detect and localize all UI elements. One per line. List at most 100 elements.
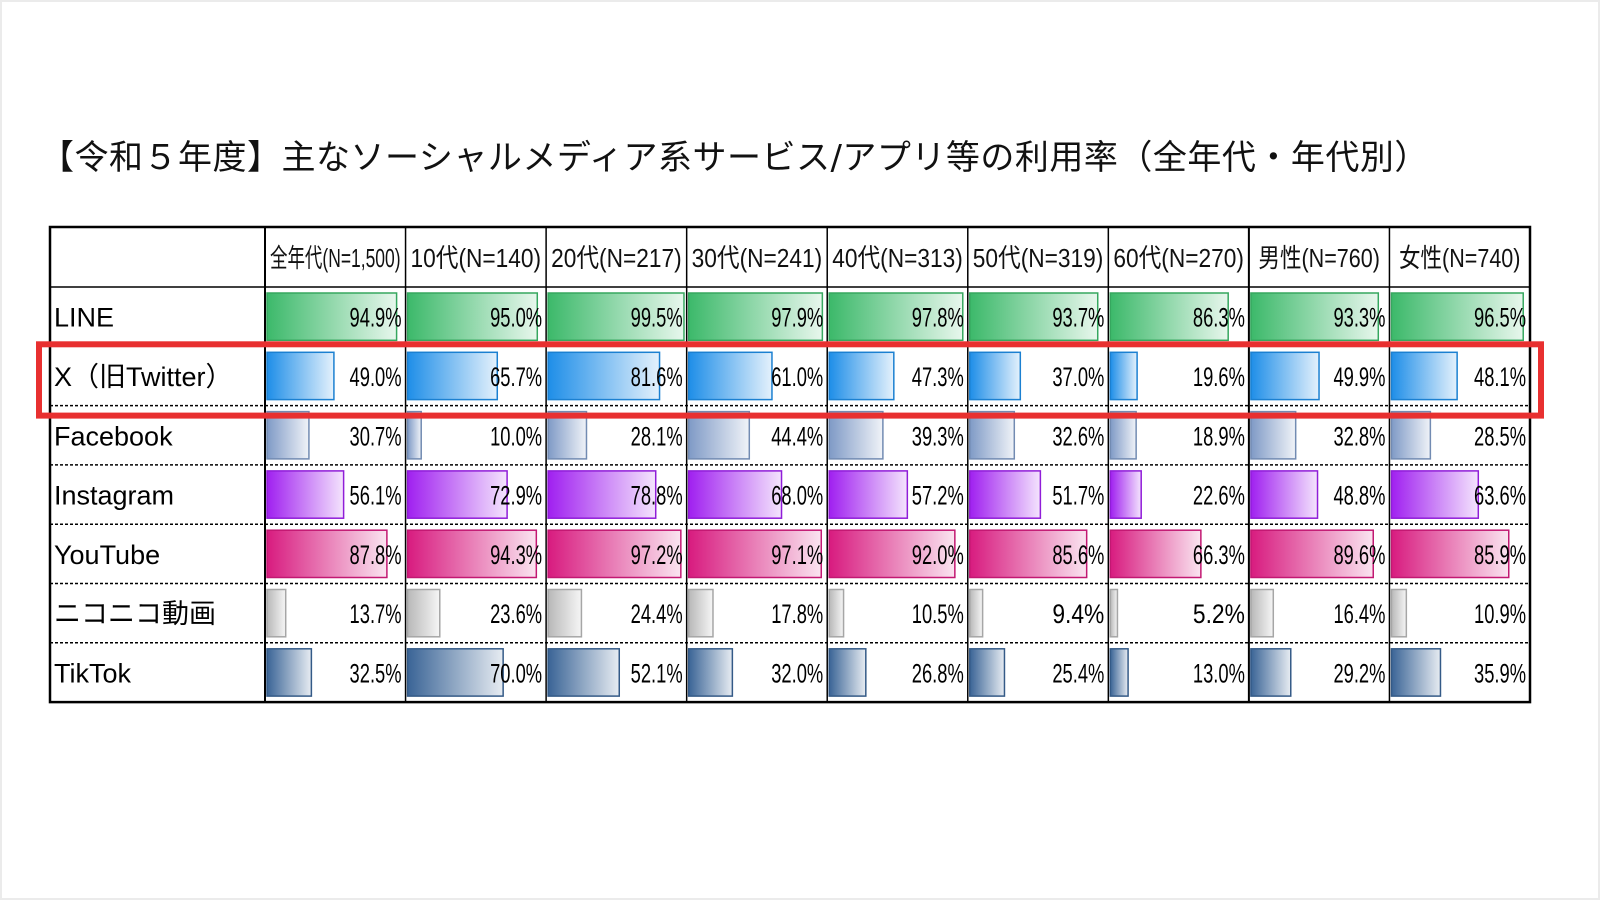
row-label: LINE bbox=[54, 303, 114, 333]
value-label: 95.0% bbox=[490, 303, 542, 333]
bar bbox=[266, 648, 313, 697]
bar bbox=[1109, 292, 1229, 342]
bar bbox=[1109, 410, 1137, 460]
bar bbox=[1390, 351, 1458, 401]
bar bbox=[406, 588, 441, 638]
value-label: 49.0% bbox=[350, 362, 402, 392]
column-header: 40代(N=313) bbox=[832, 243, 963, 273]
bar bbox=[406, 470, 508, 519]
value-label: 23.6% bbox=[490, 599, 542, 629]
bar bbox=[828, 292, 964, 342]
bar bbox=[547, 588, 583, 638]
bar bbox=[1109, 470, 1142, 519]
row-label: Facebook bbox=[54, 421, 173, 451]
value-label: 49.9% bbox=[1333, 362, 1385, 392]
bar bbox=[266, 470, 345, 519]
value-label: 13.0% bbox=[1193, 658, 1245, 688]
value-label: 56.1% bbox=[350, 481, 402, 511]
row-label: YouTube bbox=[54, 540, 160, 570]
bar bbox=[547, 410, 588, 460]
column-header: 30代(N=241) bbox=[692, 243, 823, 273]
bar bbox=[1250, 529, 1374, 579]
bar bbox=[1250, 351, 1320, 401]
bar bbox=[687, 648, 734, 697]
bar bbox=[406, 529, 538, 579]
value-label: 32.5% bbox=[350, 658, 402, 688]
value-label: 35.9% bbox=[1474, 658, 1526, 688]
bar bbox=[406, 410, 422, 460]
value-label: 17.8% bbox=[771, 599, 823, 629]
bar bbox=[266, 292, 398, 342]
value-label: 65.7% bbox=[490, 362, 542, 392]
bar bbox=[1109, 529, 1202, 579]
bar bbox=[1250, 648, 1292, 697]
bar bbox=[547, 292, 685, 342]
value-label: 32.8% bbox=[1333, 421, 1385, 451]
bar bbox=[828, 648, 867, 697]
value-label: 37.0% bbox=[1052, 362, 1104, 392]
row-label: ニコニコ動画 bbox=[54, 599, 216, 629]
bar bbox=[1390, 292, 1524, 342]
column-header: 50代(N=319) bbox=[973, 243, 1104, 273]
bar bbox=[1390, 410, 1432, 460]
value-label: 97.9% bbox=[771, 303, 823, 333]
value-label: 78.8% bbox=[631, 481, 683, 511]
bar bbox=[687, 292, 824, 342]
value-label: 89.6% bbox=[1333, 540, 1385, 570]
value-label: 70.0% bbox=[490, 658, 542, 688]
value-label: 30.7% bbox=[350, 421, 402, 451]
value-label: 94.9% bbox=[350, 303, 402, 333]
bar bbox=[406, 292, 539, 342]
chart-title: 【令和５年度】主なソーシャルメディア系サービス/アプリ等の利用率（全年代・年代別… bbox=[40, 138, 1429, 178]
value-label: 48.8% bbox=[1333, 481, 1385, 511]
value-label: 13.7% bbox=[350, 599, 402, 629]
value-label: 32.6% bbox=[1052, 421, 1104, 451]
bar bbox=[406, 351, 499, 401]
row-label: TikTok bbox=[54, 658, 132, 688]
bar bbox=[1250, 410, 1297, 460]
bar bbox=[1109, 351, 1138, 401]
value-label: 5.2% bbox=[1193, 599, 1245, 629]
value-label: 63.6% bbox=[1474, 481, 1526, 511]
bar bbox=[828, 351, 895, 401]
highlight-box bbox=[36, 341, 1544, 419]
bar bbox=[266, 410, 310, 460]
bar bbox=[1109, 588, 1119, 638]
bar bbox=[969, 648, 1006, 697]
column-header: 10代(N=140) bbox=[411, 243, 542, 273]
value-label: 93.7% bbox=[1052, 303, 1104, 333]
value-label: 97.8% bbox=[912, 303, 964, 333]
bar bbox=[547, 470, 657, 519]
value-label: 28.5% bbox=[1474, 421, 1526, 451]
value-label: 32.0% bbox=[771, 658, 823, 688]
value-label: 85.6% bbox=[1052, 540, 1104, 570]
value-label: 52.1% bbox=[631, 658, 683, 688]
value-label: 51.7% bbox=[1052, 481, 1104, 511]
value-label: 10.5% bbox=[912, 599, 964, 629]
bar bbox=[1250, 470, 1319, 519]
bar bbox=[969, 351, 1022, 401]
value-label: 66.3% bbox=[1193, 540, 1245, 570]
value-label: 61.0% bbox=[771, 362, 823, 392]
bar bbox=[687, 410, 751, 460]
column-header: 20代(N=217) bbox=[551, 243, 682, 273]
bar bbox=[687, 529, 823, 579]
value-label: 18.9% bbox=[1193, 421, 1245, 451]
value-label: 22.6% bbox=[1193, 481, 1245, 511]
value-label: 87.8% bbox=[350, 540, 402, 570]
value-label: 24.4% bbox=[631, 599, 683, 629]
bar bbox=[828, 588, 845, 638]
value-label: 72.9% bbox=[490, 481, 542, 511]
bar bbox=[969, 292, 1099, 342]
column-header: 全年代(N=1,500) bbox=[270, 243, 401, 273]
value-label: 16.4% bbox=[1333, 599, 1385, 629]
value-label: 48.1% bbox=[1474, 362, 1526, 392]
column-header: 男性(N=760) bbox=[1258, 243, 1380, 273]
value-label: 96.5% bbox=[1474, 303, 1526, 333]
value-label: 86.3% bbox=[1193, 303, 1245, 333]
bar bbox=[1390, 588, 1408, 638]
value-label: 28.1% bbox=[631, 421, 683, 451]
bar bbox=[828, 470, 909, 519]
value-label: 57.2% bbox=[912, 481, 964, 511]
